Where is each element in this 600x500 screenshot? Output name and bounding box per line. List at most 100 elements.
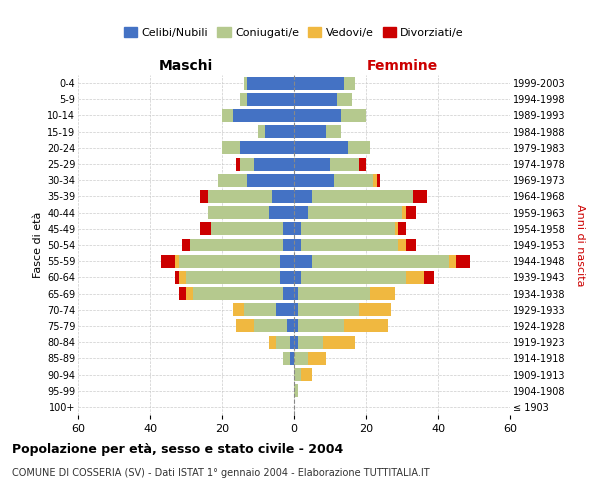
Bar	[208, 206, 269, 219]
Bar	[298, 304, 359, 316]
Bar	[301, 271, 406, 284]
Bar	[301, 222, 395, 235]
Y-axis label: Fasce di età: Fasce di età	[32, 212, 43, 278]
Bar	[301, 238, 398, 252]
Bar	[294, 222, 301, 235]
Bar	[240, 158, 254, 170]
Bar	[294, 76, 344, 90]
Bar	[283, 352, 290, 365]
Bar	[294, 368, 301, 381]
Bar	[344, 76, 355, 90]
Bar	[254, 320, 287, 332]
Bar	[395, 222, 398, 235]
Bar	[287, 320, 294, 332]
Bar	[398, 238, 406, 252]
Text: COMUNE DI COSSERIA (SV) - Dati ISTAT 1° gennaio 2004 - Elaborazione TUTTITALIA.I: COMUNE DI COSSERIA (SV) - Dati ISTAT 1° …	[12, 468, 430, 477]
Bar	[449, 254, 456, 268]
Bar	[218, 174, 247, 186]
Bar	[240, 142, 294, 154]
Bar	[200, 222, 211, 235]
Bar	[233, 109, 294, 122]
Bar	[294, 158, 330, 170]
Bar	[233, 304, 244, 316]
Bar	[294, 109, 341, 122]
Bar	[398, 222, 406, 235]
Bar	[283, 238, 294, 252]
Bar	[406, 271, 424, 284]
Bar	[236, 158, 240, 170]
Bar	[406, 238, 416, 252]
Bar	[337, 93, 352, 106]
Bar	[294, 304, 298, 316]
Bar	[179, 271, 186, 284]
Bar	[294, 206, 308, 219]
Bar	[326, 125, 341, 138]
Bar	[294, 336, 298, 348]
Bar	[175, 271, 179, 284]
Bar	[294, 320, 298, 332]
Bar	[308, 206, 402, 219]
Bar	[190, 238, 283, 252]
Bar	[290, 352, 294, 365]
Bar	[377, 174, 380, 186]
Bar	[294, 287, 298, 300]
Bar	[193, 287, 283, 300]
Bar	[373, 174, 377, 186]
Bar	[341, 109, 366, 122]
Bar	[179, 254, 280, 268]
Bar	[258, 125, 265, 138]
Bar	[276, 336, 290, 348]
Bar	[359, 158, 366, 170]
Bar	[208, 190, 272, 203]
Y-axis label: Anni di nascita: Anni di nascita	[575, 204, 585, 286]
Bar	[298, 287, 370, 300]
Bar	[330, 158, 359, 170]
Bar	[294, 125, 326, 138]
Bar	[294, 254, 312, 268]
Bar	[294, 174, 334, 186]
Bar	[298, 320, 344, 332]
Bar	[161, 254, 175, 268]
Bar	[283, 222, 294, 235]
Bar	[182, 238, 190, 252]
Bar	[186, 287, 193, 300]
Bar	[280, 254, 294, 268]
Bar	[370, 287, 395, 300]
Bar	[294, 238, 301, 252]
Bar	[272, 190, 294, 203]
Bar	[269, 336, 276, 348]
Bar	[359, 304, 391, 316]
Bar	[294, 384, 298, 397]
Bar	[240, 93, 247, 106]
Bar	[200, 190, 208, 203]
Bar	[424, 271, 434, 284]
Bar	[236, 320, 254, 332]
Bar	[247, 174, 294, 186]
Bar	[294, 271, 301, 284]
Bar	[290, 336, 294, 348]
Bar	[348, 142, 370, 154]
Bar	[294, 190, 312, 203]
Bar	[308, 352, 326, 365]
Bar	[280, 271, 294, 284]
Bar	[175, 254, 179, 268]
Bar	[294, 142, 348, 154]
Bar	[247, 93, 294, 106]
Bar	[244, 304, 276, 316]
Bar	[406, 206, 416, 219]
Bar	[283, 287, 294, 300]
Text: Maschi: Maschi	[159, 58, 213, 72]
Bar	[413, 190, 427, 203]
Bar	[179, 287, 186, 300]
Bar	[265, 125, 294, 138]
Bar	[456, 254, 470, 268]
Bar	[254, 158, 294, 170]
Bar	[402, 206, 406, 219]
Bar	[298, 336, 323, 348]
Bar	[312, 190, 413, 203]
Bar	[323, 336, 355, 348]
Text: Popolazione per età, sesso e stato civile - 2004: Popolazione per età, sesso e stato civil…	[12, 442, 343, 456]
Bar	[312, 254, 449, 268]
Bar	[247, 76, 294, 90]
Bar	[301, 368, 312, 381]
